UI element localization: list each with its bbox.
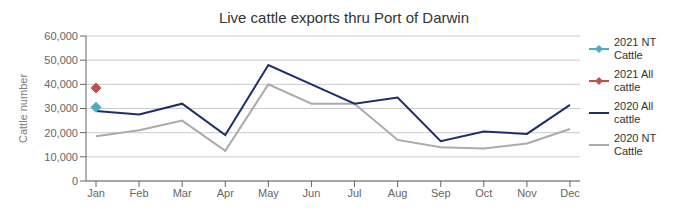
svg-text:Feb: Feb [130,187,149,199]
svg-text:50,000: 50,000 [44,54,78,66]
svg-text:Apr: Apr [217,187,234,199]
svg-text:Jun: Jun [303,187,321,199]
svg-text:Jan: Jan [87,187,105,199]
svg-text:40,000: 40,000 [44,78,78,90]
svg-text:60,000: 60,000 [44,30,78,42]
svg-text:Cattle number: Cattle number [17,74,29,143]
html-text:2020 All cattle: 2020 All cattle [614,100,654,125]
svg-text:Jul: Jul [348,187,362,199]
svg-text:Sep: Sep [431,187,451,199]
svg-text:20,000: 20,000 [44,127,78,139]
html-text:2021 NT Cattle: 2021 NT Cattle [614,36,657,61]
svg-text:Dec: Dec [560,187,580,199]
svg-text:Nov: Nov [517,187,537,199]
html-text:2021 All cattle: 2021 All cattle [614,68,654,93]
svg-text:10,000: 10,000 [44,151,78,163]
svg-text:Mar: Mar [173,187,192,199]
svg-text:0: 0 [72,175,78,187]
svg-text:May: May [258,187,279,199]
svg-text:Oct: Oct [475,187,492,199]
html-text:Live cattle exports thru Port: Live cattle exports thru Port of Darwin [218,9,469,26]
html-text:2020 NT Cattle: 2020 NT Cattle [614,132,657,157]
svg-text:30,000: 30,000 [44,102,78,114]
svg-text:Aug: Aug [388,187,408,199]
